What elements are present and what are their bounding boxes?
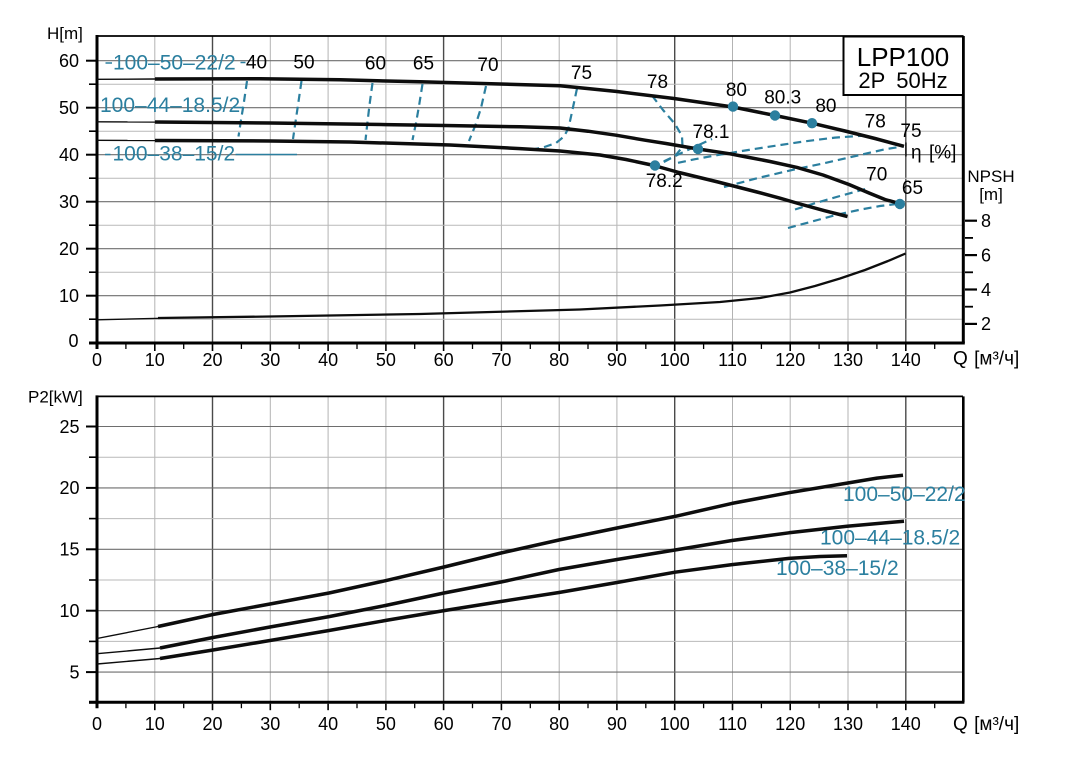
svg-text:78.2: 78.2 bbox=[646, 171, 683, 192]
svg-text:110: 110 bbox=[718, 714, 747, 734]
svg-text:65: 65 bbox=[902, 178, 923, 199]
svg-text:100: 100 bbox=[660, 714, 690, 734]
svg-text:100: 100 bbox=[660, 350, 690, 370]
svg-text:60: 60 bbox=[365, 53, 386, 74]
svg-text:50: 50 bbox=[376, 350, 396, 370]
svg-text:30: 30 bbox=[260, 714, 280, 734]
svg-text:75: 75 bbox=[571, 63, 592, 84]
svg-text:78: 78 bbox=[865, 112, 886, 133]
svg-text:65: 65 bbox=[413, 53, 434, 74]
svg-text:40: 40 bbox=[246, 53, 267, 74]
svg-text:20: 20 bbox=[59, 478, 79, 498]
svg-text:2P 50Hz: 2P 50Hz bbox=[858, 68, 947, 93]
svg-text:100–38–15/2: 100–38–15/2 bbox=[113, 143, 236, 166]
svg-text:50: 50 bbox=[59, 98, 79, 118]
svg-text:40: 40 bbox=[59, 145, 79, 165]
svg-text:130: 130 bbox=[833, 350, 863, 370]
svg-text:78.1: 78.1 bbox=[693, 122, 730, 143]
svg-text:100–50–22/2: 100–50–22/2 bbox=[113, 52, 236, 75]
svg-text:100–44–18.5/2: 100–44–18.5/2 bbox=[820, 527, 960, 550]
svg-text:80.3: 80.3 bbox=[764, 88, 801, 109]
svg-text:0: 0 bbox=[68, 331, 78, 351]
svg-text:70: 70 bbox=[477, 55, 498, 76]
svg-text:90: 90 bbox=[607, 714, 627, 734]
svg-text:LPP100: LPP100 bbox=[857, 42, 950, 72]
svg-text:140: 140 bbox=[891, 350, 921, 370]
svg-text:60: 60 bbox=[434, 714, 454, 734]
svg-text:80: 80 bbox=[815, 96, 836, 117]
svg-text:100–44–18.5/2: 100–44–18.5/2 bbox=[100, 94, 240, 117]
svg-text:78: 78 bbox=[647, 72, 668, 93]
svg-text:90: 90 bbox=[607, 350, 627, 370]
svg-text:10: 10 bbox=[59, 601, 79, 621]
svg-text:20: 20 bbox=[59, 239, 79, 259]
svg-text:50: 50 bbox=[293, 53, 314, 74]
svg-text:30: 30 bbox=[260, 350, 280, 370]
svg-text:130: 130 bbox=[833, 714, 863, 734]
svg-text:80: 80 bbox=[726, 80, 747, 101]
svg-text:[m]: [m] bbox=[979, 185, 1003, 204]
svg-text:30: 30 bbox=[59, 192, 79, 212]
svg-text:0: 0 bbox=[92, 714, 102, 734]
svg-text:5: 5 bbox=[69, 662, 79, 682]
svg-text:75: 75 bbox=[900, 121, 921, 142]
svg-text:[%]: [%] bbox=[929, 143, 956, 164]
svg-text:NPSH: NPSH bbox=[967, 167, 1014, 186]
svg-text:25: 25 bbox=[59, 417, 79, 437]
svg-text:10: 10 bbox=[59, 286, 79, 306]
svg-text:6: 6 bbox=[981, 245, 991, 265]
svg-text:P2[kW]: P2[kW] bbox=[28, 388, 83, 407]
svg-text:120: 120 bbox=[775, 350, 805, 370]
svg-text:15: 15 bbox=[59, 540, 79, 560]
svg-text:Q [м³/ч]: Q [м³/ч] bbox=[953, 349, 1019, 370]
svg-text:110: 110 bbox=[718, 350, 747, 370]
svg-text:80: 80 bbox=[549, 714, 569, 734]
svg-text:100–50–22/2: 100–50–22/2 bbox=[843, 483, 966, 506]
svg-text:70: 70 bbox=[866, 164, 887, 185]
svg-text:70: 70 bbox=[491, 714, 511, 734]
svg-text:100–38–15/2: 100–38–15/2 bbox=[776, 557, 899, 580]
svg-text:Q [м³/ч]: Q [м³/ч] bbox=[953, 714, 1019, 735]
svg-text:20: 20 bbox=[202, 714, 222, 734]
svg-text:0: 0 bbox=[92, 350, 102, 370]
svg-text:8: 8 bbox=[981, 211, 991, 231]
svg-text:H[m]: H[m] bbox=[47, 24, 83, 43]
svg-text:20: 20 bbox=[202, 350, 222, 370]
svg-text:10: 10 bbox=[145, 714, 165, 734]
svg-text:40: 40 bbox=[318, 714, 338, 734]
svg-text:80: 80 bbox=[549, 350, 569, 370]
svg-text:10: 10 bbox=[145, 350, 165, 370]
svg-text:60: 60 bbox=[434, 350, 454, 370]
svg-text:40: 40 bbox=[318, 350, 338, 370]
svg-text:2: 2 bbox=[981, 314, 991, 334]
svg-text:4: 4 bbox=[981, 280, 991, 300]
svg-text:60: 60 bbox=[59, 51, 79, 71]
svg-text:140: 140 bbox=[891, 714, 921, 734]
svg-text:50: 50 bbox=[376, 714, 396, 734]
svg-text:70: 70 bbox=[491, 350, 511, 370]
svg-text:η: η bbox=[911, 143, 922, 164]
svg-text:120: 120 bbox=[775, 714, 805, 734]
